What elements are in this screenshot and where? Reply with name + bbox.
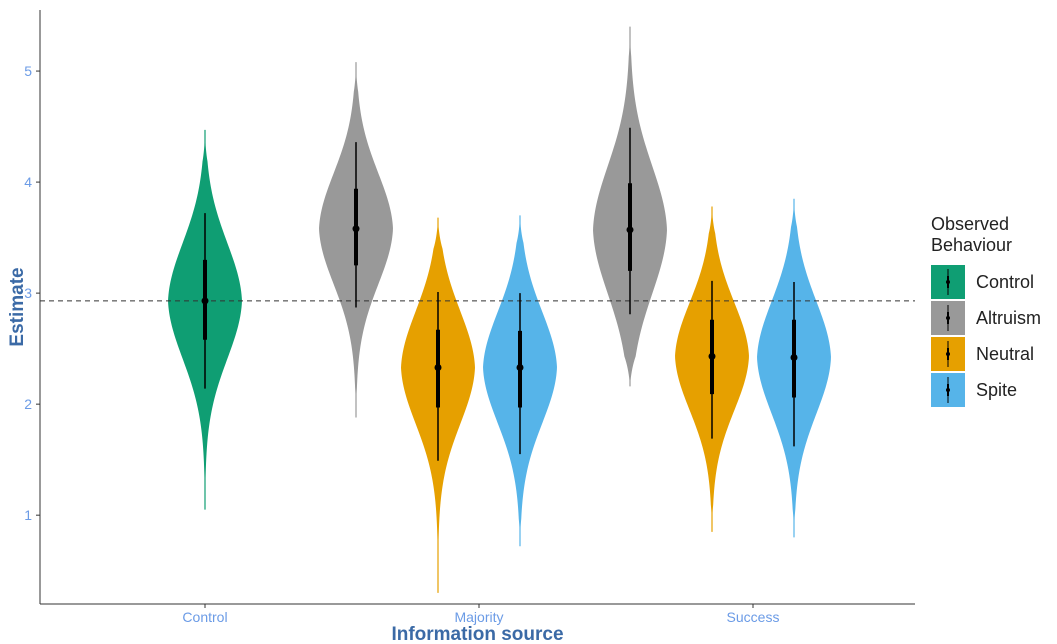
legend-label-neutral: Neutral [976,344,1034,364]
y-axis-ticks: 1 2 3 4 5 [24,63,40,523]
y-tick-label: 2 [24,396,32,412]
legend-entries: Control Altruism Neutral Spite [931,265,1041,407]
y-axis-title: Estimate [7,267,28,346]
legend-label-altruism: Altruism [976,308,1041,328]
x-tick-label: Control [182,609,227,625]
x-tick-label: Majority [454,609,503,625]
legend-label-spite: Spite [976,380,1017,400]
violins-layer [168,26,831,593]
legend-key-point [946,388,950,392]
median-point-majority-spite [516,364,524,372]
median-point-majority-neutral [434,364,442,372]
legend-key-point [946,352,950,356]
median-point-success-spite [790,354,798,362]
legend-entry-altruism: Altruism [931,301,1041,335]
intervals-layer [201,127,798,461]
x-axis-title: Information source [391,624,563,644]
median-point-success-neutral [708,352,716,360]
legend-entry-neutral: Neutral [931,337,1034,371]
y-tick-label: 3 [24,285,32,301]
median-point-majority-altruism [352,225,360,233]
legend-entry-control: Control [931,265,1034,299]
legend-title-line-1: Observed [931,214,1009,234]
x-axis-ticks: Control Majority Success [182,604,779,625]
legend-key-point [946,280,950,284]
legend-entry-spite: Spite [931,373,1017,407]
legend-key-point [946,316,950,320]
legend-label-control: Control [976,272,1034,292]
legend: Observed Behaviour Control Altruism Neutra… [931,214,1041,407]
y-tick-label: 4 [24,174,32,190]
legend-title-line-2: Behaviour [931,235,1012,255]
median-point-control-control [201,297,209,305]
y-tick-label: 1 [24,507,32,523]
median-point-success-altruism [626,226,634,234]
y-tick-label: 5 [24,63,32,79]
x-tick-label: Success [727,609,780,625]
